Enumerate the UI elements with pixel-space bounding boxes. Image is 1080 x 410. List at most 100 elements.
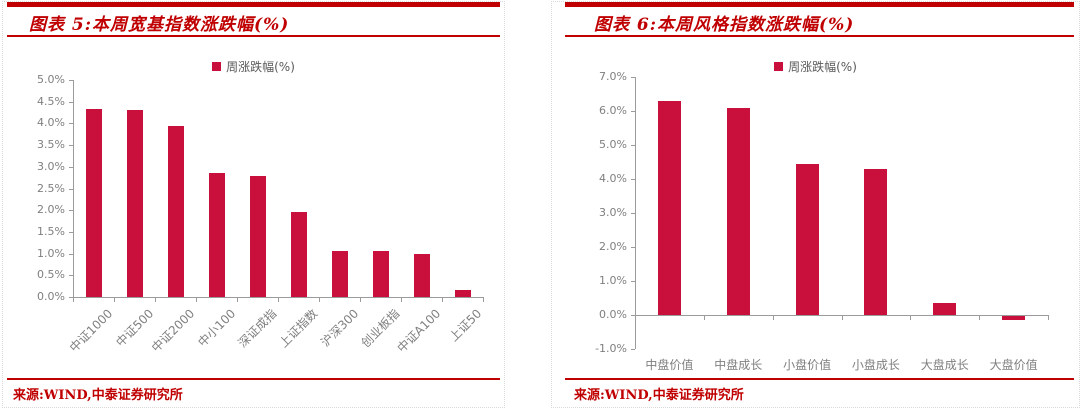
x-category-label: 中盘价值 [645,358,694,372]
x-category-label: 小盘成长 [851,358,900,372]
source-note: 来源:WIND,中泰证券研究所 [13,388,183,403]
legend-label: 周涨跌幅(%) [226,60,295,74]
bar-大盘成长 [933,303,957,315]
x-category-label: 大盘价值 [989,358,1038,372]
y-axis-tick [69,231,73,233]
y-axis-tick [69,145,73,147]
bar-深证成指 [249,176,266,297]
y-axis-line [73,80,74,297]
x-axis-tick [841,316,843,320]
y-tick-label: 0.0% [37,290,65,303]
x-axis-tick [278,298,279,302]
x-category-label: 深证成指 [234,306,279,351]
bar-中证A100 [413,253,430,297]
bar-上证50 [454,290,471,297]
x-axis-tick [979,316,981,320]
x-axis-tick [910,316,912,320]
chart-title: 图表 6:本周风格指数涨跌幅(%) [594,15,855,35]
y-axis-tick [69,253,73,255]
x-axis-tick [635,316,636,320]
y-tick-label: 3.5% [37,138,65,152]
title-divider-rule [565,35,1074,37]
x-category-label: 上证50 [446,306,484,345]
y-axis-tick [69,123,73,125]
y-axis-tick [631,349,635,350]
source-note: 来源:WIND,中泰证券研究所 [574,388,744,403]
y-tick-label: 2.0% [37,203,65,217]
x-axis-tick [703,316,705,320]
bar-中证500 [126,110,143,297]
x-axis-tick [442,298,443,302]
y-axis-tick [69,275,73,277]
y-axis-tick [631,315,635,316]
bar-chart-broad-index: 周涨跌幅(%) 5.0% 4.5% 4.0% 3.5% 3.0% 2.5% 2.0% 1.5%… [3,2,504,407]
bar-大盘价值 [1002,316,1026,320]
x-category-label: 大盘成长 [920,358,969,372]
y-axis-tick [69,80,73,81]
x-category-label: 上证指数 [275,306,320,351]
y-axis-tick [69,210,73,212]
y-axis-tick [631,179,635,180]
bar-中证1000 [85,109,102,297]
x-axis-tick [155,298,156,302]
bar-创业板指 [372,251,389,297]
y-tick-label: 1.0% [37,246,65,260]
bar-沪深300 [331,250,348,297]
chart-title: 图表 5:本周宽基指数涨跌幅(%) [29,15,290,35]
chart-legend: 周涨跌幅(%) [552,58,1079,75]
x-category-label: 中证1000 [66,306,115,355]
x-axis-tick [772,316,774,320]
y-tick-label: 3.0% [37,159,65,173]
y-axis-tick [631,213,635,214]
y-tick-label: 0.0% [599,308,627,321]
bar-chart-style-index: 周涨跌幅(%) 7.0% 6.0% 5.0% 4.0% 3.0% 2.0% 1.0% 0.0%… [552,2,1079,407]
y-tick-label: -1.0% [595,342,627,355]
y-axis-tick [631,281,635,282]
bar-中小100 [208,173,225,297]
y-tick-label: 5.0% [37,73,65,86]
bar-中盘成长 [726,107,750,315]
chart-panel-style-index: 图表 6:本周风格指数涨跌幅(%) 周涨跌幅(%) 7.0% 6.0% 5.0% 4.… [551,1,1080,408]
y-tick-label: 4.5% [37,94,65,108]
x-category-label: 中小100 [194,306,238,350]
footer-divider-rule [7,378,500,380]
title-divider-rule [7,35,500,37]
y-tick-label: 3.0% [599,206,627,219]
panel-top-rule [565,2,1074,7]
y-axis-tick [69,297,73,298]
footer-divider-rule [565,378,1074,380]
y-tick-label: 4.0% [599,172,627,185]
panel-top-rule [7,2,500,7]
y-axis-tick [631,77,635,78]
y-tick-label: 4.0% [37,116,65,130]
y-tick-label: 1.5% [37,224,65,238]
x-axis-tick [360,298,361,302]
y-axis-tick [631,145,635,146]
y-tick-label: 0.5% [37,268,65,282]
x-axis-tick [1048,316,1049,320]
bar-中证2000 [167,125,184,297]
y-tick-label: 1.0% [599,274,627,287]
x-axis-tick [401,298,402,302]
x-category-label: 沪深300 [317,306,361,350]
y-tick-label: 5.0% [599,138,627,151]
bar-上证指数 [290,212,307,297]
y-axis-tick [69,188,73,190]
x-axis-tick [237,298,238,302]
y-tick-label: 2.5% [37,181,65,195]
bar-小盘成长 [864,169,888,315]
legend-swatch-icon [212,62,222,71]
y-axis-tick [631,247,635,248]
x-axis-line [635,315,1049,317]
x-axis-line [73,297,484,299]
chart-legend: 周涨跌幅(%) [3,58,504,75]
x-axis-tick [114,298,115,302]
chart-panel-broad-index: 图表 5:本周宽基指数涨跌幅(%) 周涨跌幅(%) 5.0% 4.5% 4.0% 3.… [2,1,505,408]
x-axis-tick [73,298,74,302]
y-axis-tick [69,101,73,103]
bar-中盘价值 [657,100,681,315]
x-category-label: 小盘价值 [783,358,832,372]
bar-小盘价值 [795,163,819,315]
x-axis-tick [319,298,320,302]
